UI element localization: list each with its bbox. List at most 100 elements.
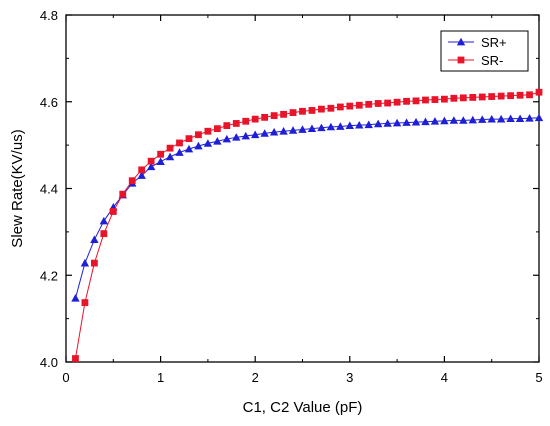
data-point [157, 150, 164, 158]
data-point [346, 102, 354, 110]
data-point [137, 171, 146, 179]
data-point [318, 105, 325, 113]
data-point [175, 148, 184, 156]
data-point [449, 116, 459, 124]
series-line [74, 91, 540, 359]
data-point [422, 96, 429, 104]
data-point [251, 130, 260, 139]
data-point [146, 162, 156, 171]
data-point [326, 122, 336, 131]
data-point [298, 125, 307, 133]
data-point [534, 113, 544, 122]
data-point [535, 88, 543, 96]
data-point [496, 114, 506, 123]
data-point [223, 122, 231, 130]
data-point [156, 157, 165, 165]
data-point [232, 133, 241, 141]
y-axis-title: Slew Rate(KV/us) [9, 129, 26, 247]
data-point [365, 100, 373, 108]
data-point [307, 124, 317, 133]
data-point [280, 110, 287, 118]
series-SR-group [71, 113, 544, 302]
data-point [430, 117, 440, 125]
data-point [138, 166, 146, 174]
data-point [165, 152, 175, 161]
series-SR-group [72, 88, 543, 362]
data-point [194, 141, 203, 150]
x-tick-label: 4 [441, 370, 448, 385]
y-tick-label: 4.8 [40, 8, 58, 23]
data-point [392, 118, 402, 127]
data-point [393, 98, 401, 106]
data-point [469, 94, 477, 101]
data-point [440, 116, 449, 125]
data-point [100, 230, 108, 238]
data-point [232, 120, 240, 127]
data-point [166, 144, 174, 152]
data-point [109, 208, 117, 215]
data-point [241, 131, 250, 140]
data-point [90, 235, 99, 244]
data-point [487, 114, 496, 123]
data-point [421, 117, 430, 126]
data-point [525, 114, 534, 122]
y-tick-label: 4.6 [40, 95, 58, 110]
data-point [71, 294, 80, 302]
data-point [80, 258, 90, 267]
data-point [336, 122, 345, 130]
data-point [176, 139, 183, 147]
y-tick-label: 4.4 [40, 182, 58, 197]
x-tick-label: 5 [535, 370, 542, 385]
legend-marker [456, 37, 466, 46]
data-point [279, 127, 288, 135]
y-tick-label: 4.0 [40, 355, 58, 370]
x-tick-label: 0 [62, 370, 69, 385]
data-point [242, 117, 250, 125]
data-point [72, 355, 79, 362]
data-point [411, 117, 421, 126]
x-tick-label: 2 [252, 370, 259, 385]
data-point [251, 115, 259, 123]
data-point [403, 97, 410, 105]
legend-label: SR- [481, 53, 503, 68]
data-point [147, 157, 155, 165]
data-point [289, 109, 297, 116]
x-tick-label: 3 [346, 370, 353, 385]
x-axis-title: C1, C2 Value (pF) [243, 399, 363, 416]
data-point [364, 120, 373, 129]
data-point [355, 101, 363, 109]
data-point [459, 116, 468, 124]
data-point [317, 123, 326, 132]
data-point [373, 119, 383, 128]
data-point [213, 137, 222, 145]
data-point [204, 127, 212, 135]
legend: SR+ SR- [440, 30, 529, 72]
data-point [507, 92, 515, 100]
data-point [383, 119, 392, 127]
data-point [374, 100, 382, 107]
data-point [288, 126, 298, 134]
data-point [203, 139, 213, 147]
y-tick-label: 4.2 [40, 268, 58, 283]
data-point [515, 114, 525, 123]
data-point [185, 135, 193, 143]
data-point [269, 127, 279, 136]
data-point [488, 93, 496, 100]
data-point [327, 104, 335, 112]
x-tick-label: 1 [157, 370, 164, 385]
data-point [441, 95, 448, 103]
data-point [384, 99, 392, 107]
legend-box [440, 30, 529, 72]
data-point [213, 125, 221, 133]
data-point [478, 93, 486, 101]
data-point [128, 177, 136, 185]
data-point [260, 129, 269, 137]
data-point [459, 94, 467, 102]
data-point [468, 115, 477, 124]
data-point [184, 144, 194, 153]
legend-marker [457, 56, 465, 64]
data-point [516, 91, 524, 99]
data-point [261, 113, 269, 121]
data-point [299, 107, 306, 115]
